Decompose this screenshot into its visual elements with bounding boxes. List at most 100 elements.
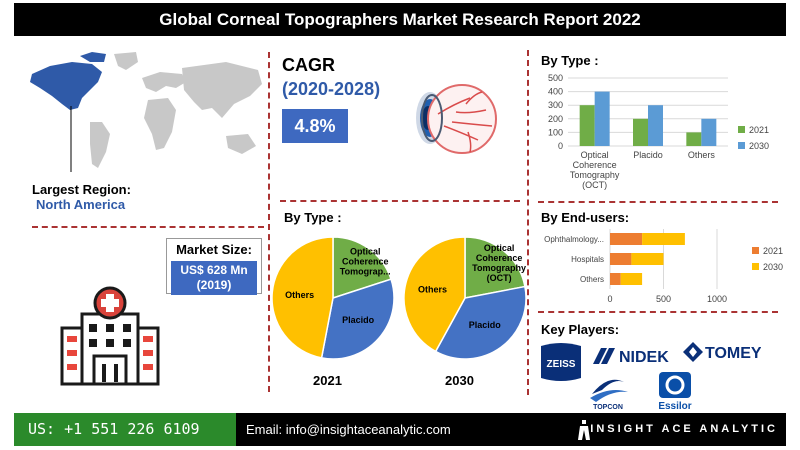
footer-bar: Email: info@insightaceanalytic.com INSIG… [236, 413, 786, 446]
cagr-title: CAGR [282, 55, 335, 75]
hbar-y-tick-label: Ophthalmology... [544, 235, 604, 244]
bar-legend-label-2030: 2030 [749, 141, 769, 151]
key-players-title: Key Players: [541, 322, 620, 337]
hospital-icon [60, 286, 160, 386]
pie-2030-caption: 2030 [445, 373, 474, 388]
pie-label-0: Coherence [476, 253, 523, 263]
pie-slice-0 [332, 236, 392, 300]
bar-2021-1 [633, 118, 648, 146]
bar-legend-swatch-2030 [738, 142, 745, 149]
cagr-value: 4.8% [282, 109, 348, 143]
pie-label-0: Optical [350, 246, 381, 256]
endusers-section-title: By End-users: [541, 210, 630, 225]
pie-label-0: Coherence [342, 256, 389, 266]
pie-section-title: By Type : [284, 210, 342, 225]
pie-slice-1 [434, 285, 527, 360]
footer-brand: INSIGHT ACE ANALYTIC [590, 423, 778, 435]
eye-icon [416, 84, 497, 154]
market-size-card: Market Size: US$ 628 Mn (2019) [166, 238, 262, 295]
pie-slice-0 [464, 236, 526, 299]
market-size-label: Market Size: [176, 242, 252, 257]
topcon-logo: TOPCON [590, 379, 628, 410]
north-america-highlight [30, 52, 106, 110]
hbar-legend-swatch-2030 [752, 263, 759, 270]
hbar-2021-1 [610, 253, 632, 265]
cagr-range: (2020-2028) [282, 79, 381, 99]
hbar-2021-0 [610, 233, 643, 245]
divider-region [32, 226, 264, 228]
largest-region-label: Largest Region: [32, 182, 131, 197]
bar-chart-end-users: 0 500 1000 Ophthalmology... Hospitals Others 2… [544, 229, 783, 304]
divider-left [268, 52, 270, 392]
page-title: Global Corneal Topographers Market Resea… [14, 3, 786, 36]
pie-2021-caption: 2021 [313, 373, 342, 388]
pie-label-0: (OCT) [487, 273, 512, 283]
tomey-logo: TOMEY [683, 342, 761, 362]
bar-section-title: By Type : [541, 53, 599, 68]
pie-slice-1 [320, 278, 395, 360]
bar-2021-0 [579, 105, 595, 146]
pie-label-2: Others [418, 285, 447, 295]
hbar-legend-swatch-2021 [752, 247, 759, 254]
bar-legend-swatch-2021 [738, 126, 745, 133]
bar-y-tick-label: 200 [548, 114, 563, 124]
bar-y-tick-label: 100 [548, 127, 563, 137]
bar-legend-label-2021: 2021 [749, 125, 769, 135]
hbar-2021-2 [610, 273, 621, 285]
pie-label-0: Tomography [472, 263, 526, 273]
hbar-x-tick-label: 0 [607, 294, 612, 304]
pie-slice-2 [403, 236, 466, 353]
bar-x-tick-label: (OCT) [582, 180, 607, 190]
footer-phone[interactable]: US: +1 551 226 6109 [14, 413, 236, 446]
bar-x-tick-label: Tomography [570, 170, 620, 180]
hbar-x-tick-label: 1000 [707, 294, 727, 304]
essilor-logo: Essilor [658, 372, 692, 412]
topcon-logo-text: TOPCON [593, 404, 623, 410]
bar-y-tick-label: 0 [558, 141, 563, 151]
largest-region-value: North America [36, 197, 126, 212]
bar-y-tick-label: 300 [548, 100, 563, 110]
divider-cagr [280, 200, 520, 202]
zeiss-logo: ZEISS [541, 343, 581, 381]
pie-label-1: Placido [469, 320, 502, 330]
hbar-x-tick-label: 500 [656, 294, 671, 304]
hbar-y-tick-label: Hospitals [571, 255, 604, 264]
zeiss-logo-text: ZEISS [547, 359, 576, 370]
nidek-logo-text: NIDEK [619, 349, 669, 366]
bar-x-tick-label: Placido [633, 150, 663, 160]
pie-label-2: Others [285, 290, 314, 300]
bar-2021-2 [686, 132, 702, 146]
bar-x-tick-label: Others [688, 150, 716, 160]
hbar-2030-2 [620, 273, 643, 285]
bar-2030-0 [594, 91, 610, 146]
hbar-2030-0 [642, 233, 685, 245]
pie-label-0: Tomograp... [340, 266, 391, 276]
bar-y-tick-label: 400 [548, 87, 563, 97]
pie-label-0: Optical [484, 243, 515, 253]
hbar-legend-label-2030: 2030 [763, 262, 783, 272]
hbar-legend-label-2021: 2021 [763, 246, 783, 256]
divider-right [527, 50, 529, 395]
market-size-value: US$ 628 Mn (2019) [171, 261, 257, 295]
bar-chart-by-type: 0 100 200 300 400 500 OpticalCoherenceTomograp… [548, 73, 769, 190]
pie-slice-2 [271, 236, 334, 359]
nidek-logo: NIDEK [593, 348, 669, 366]
hbar-2030-1 [631, 253, 664, 265]
bar-x-tick-label: Optical [581, 150, 609, 160]
tomey-logo-text: TOMEY [705, 345, 761, 362]
hbar-y-tick-label: Others [580, 275, 604, 284]
divider-bars [538, 201, 778, 203]
bar-2030-1 [648, 105, 663, 146]
footer-email[interactable]: Email: info@insightaceanalytic.com [246, 422, 451, 437]
bar-y-tick-label: 500 [548, 73, 563, 83]
divider-endusers [538, 311, 778, 313]
pie-2021-slices [271, 236, 395, 360]
bar-2030-2 [701, 118, 717, 146]
bar-x-tick-label: Coherence [573, 160, 617, 170]
world-map [30, 52, 262, 172]
brand-icon [578, 420, 590, 440]
